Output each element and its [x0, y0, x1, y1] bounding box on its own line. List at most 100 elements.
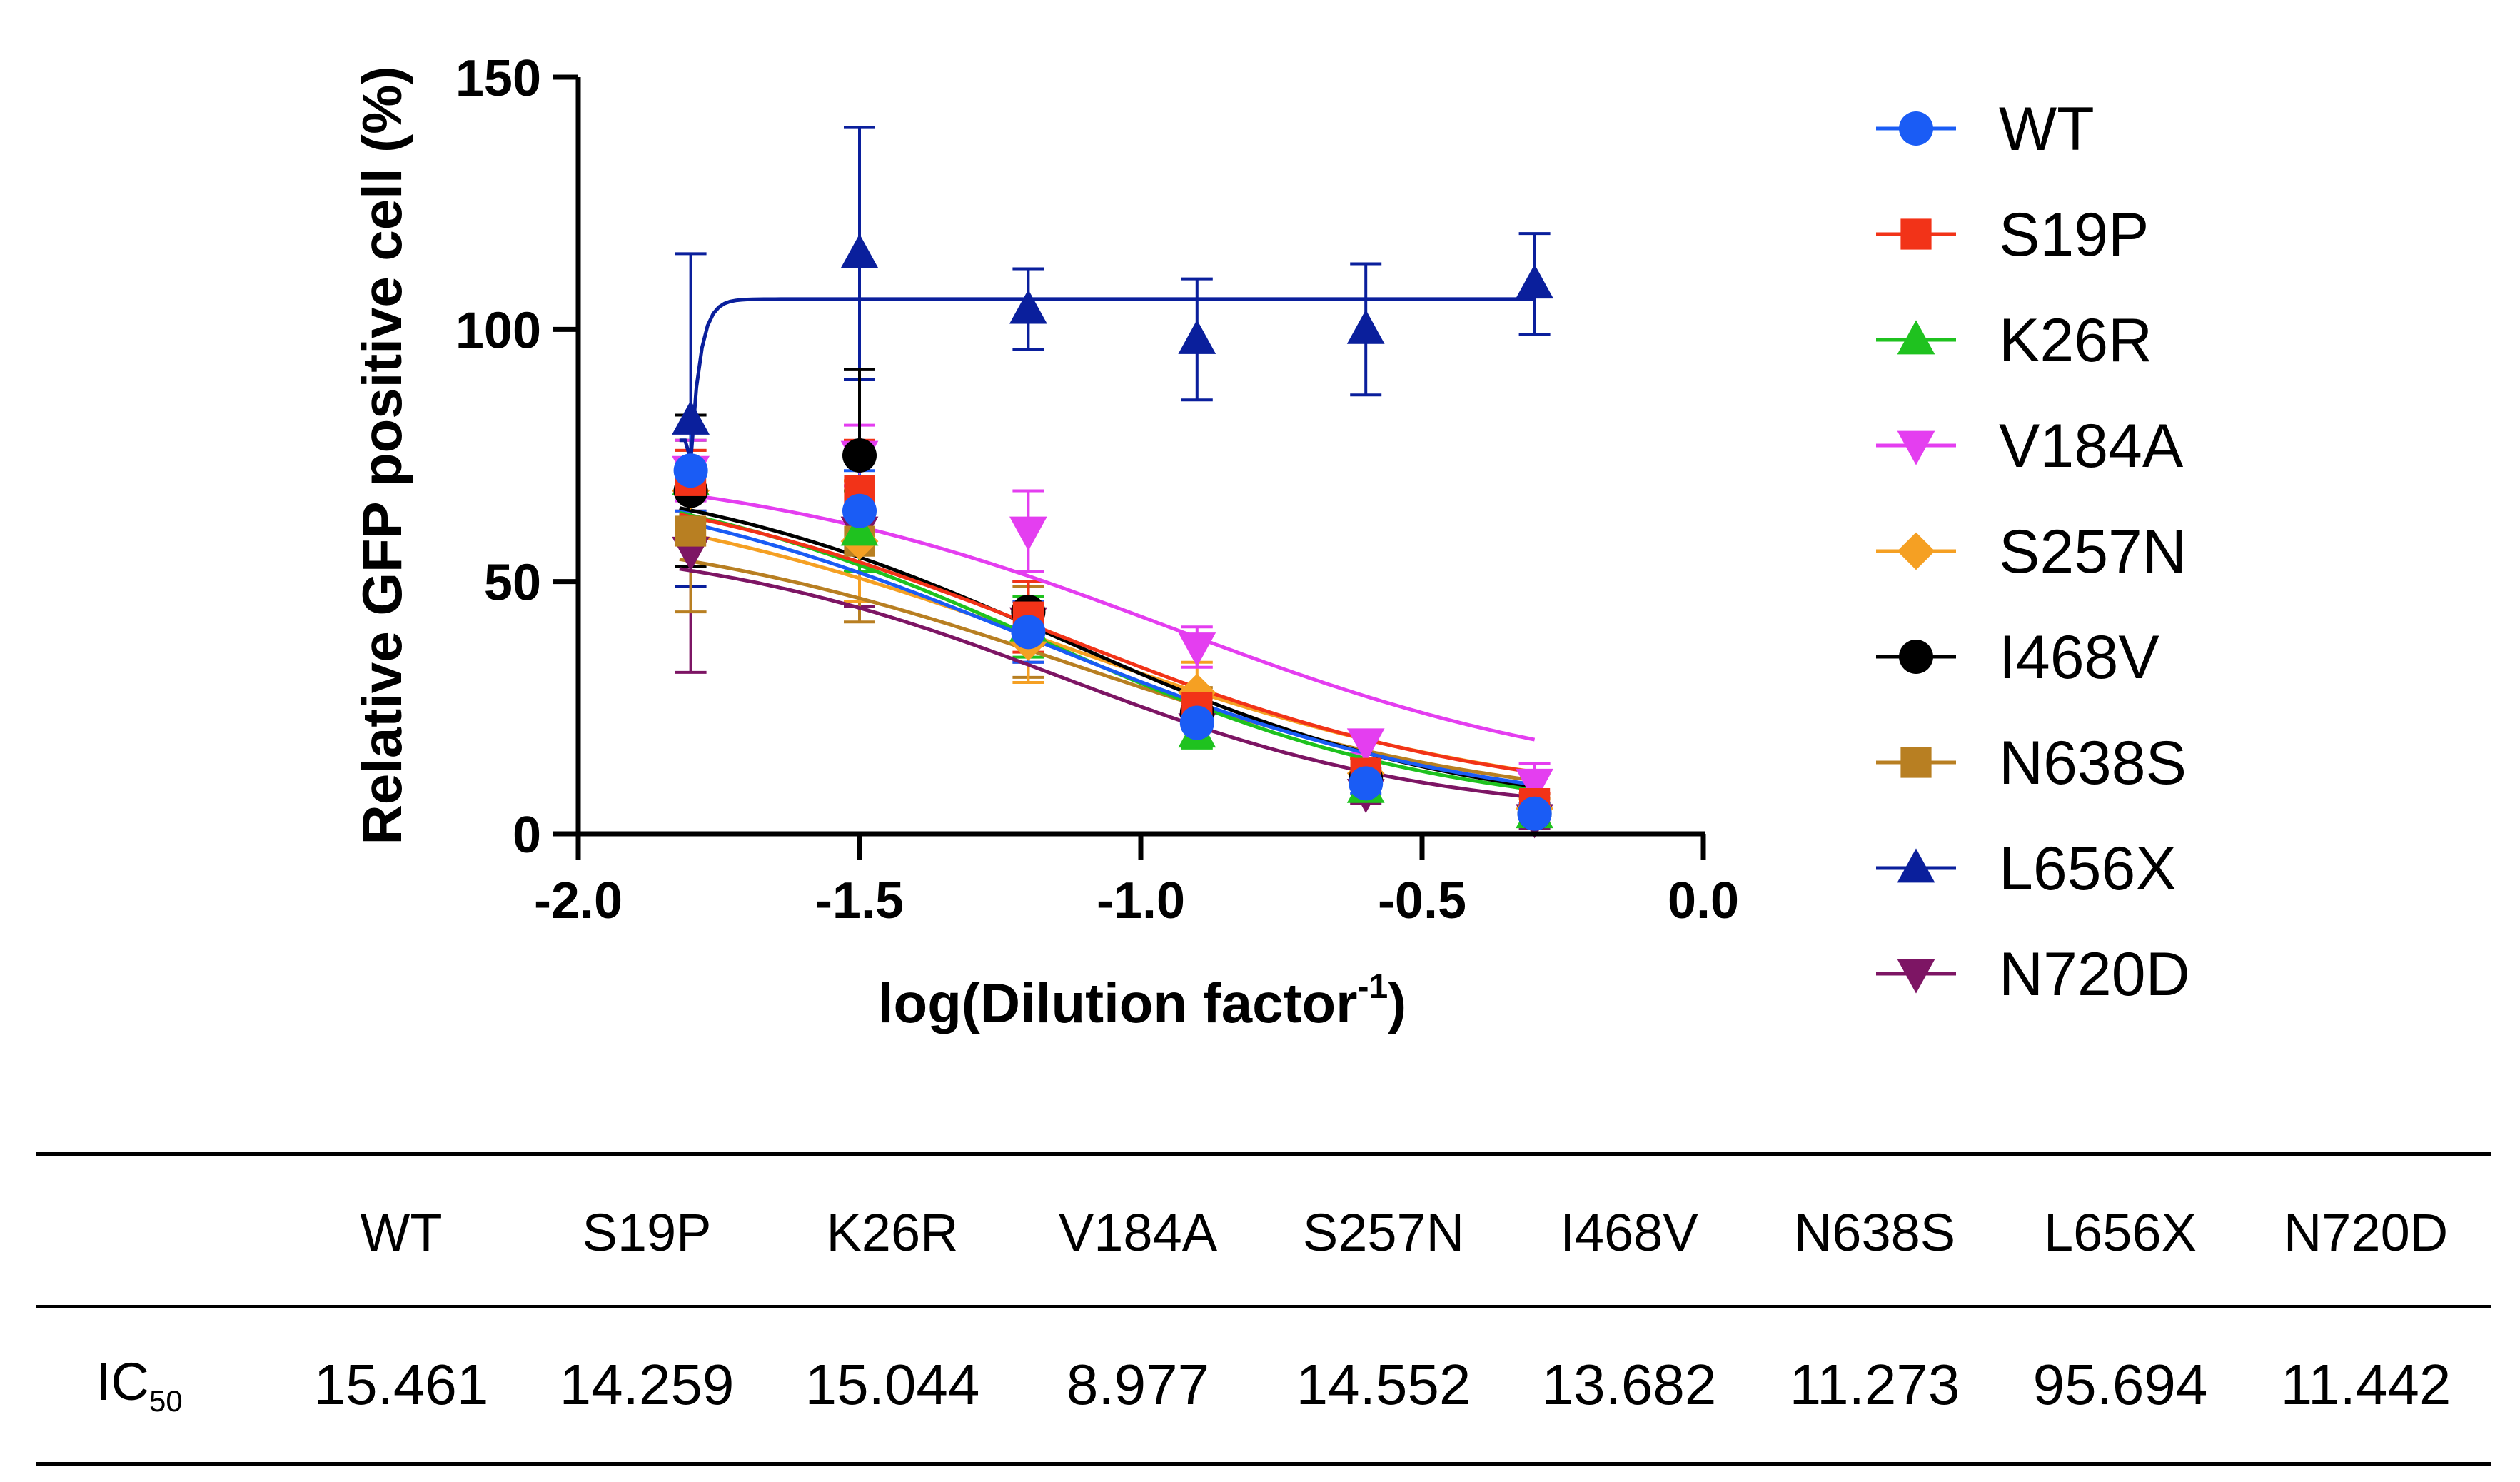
legend-marker-k26r: [1897, 320, 1935, 355]
data-point-wt: [1349, 766, 1384, 801]
table-header-i468v: I468V: [1560, 1202, 1698, 1262]
dose-response-chart: 0 50 100 150 -2.0 -1.5 -1.0 -0.5 0.0 Relative G…: [351, 50, 2190, 1034]
legend-label: WT: [1999, 95, 2095, 163]
legend-item-s257n: S257N: [1876, 518, 2187, 586]
y-axis-title: Relative GFP positive cell (%): [351, 66, 413, 845]
data-point-l656x: [1516, 264, 1553, 299]
legend-label: S19P: [1999, 201, 2149, 269]
ic50-label-sub: 50: [149, 1383, 183, 1418]
table-bottom-rule: [36, 1462, 2491, 1466]
ic50-value-n720d: 11.442: [2280, 1353, 2451, 1416]
ic50-value-v184a: 8.977: [1066, 1353, 1210, 1416]
data-point-l656x: [840, 233, 879, 268]
data-point-v184a: [1178, 632, 1216, 667]
data-point-i468v: [842, 438, 877, 473]
y-ticks: 0 50 100 150: [455, 50, 578, 864]
legend-item-n720d: N720D: [1876, 940, 2190, 1009]
table-top-rule: [36, 1152, 2491, 1156]
fit-curve-n638s: [679, 557, 1535, 782]
ic50-value-s257n: 14.552: [1296, 1353, 1471, 1416]
ic50-label-text: IC: [96, 1352, 149, 1412]
ic50-value-i468v: 13.682: [1541, 1353, 1717, 1416]
legend-label: S257N: [1999, 518, 2187, 586]
fit-curve-s257n: [679, 530, 1535, 774]
data-point-wt: [673, 453, 708, 488]
ic50-value-l656x: 95.694: [2032, 1353, 2208, 1416]
fit-curve-l656x: [679, 297, 1535, 461]
fit-curve-n720d: [679, 567, 1535, 800]
table-header-wt: WT: [360, 1202, 443, 1262]
legend-label: N638S: [1999, 729, 2187, 797]
axes: 0 50 100 150 -2.0 -1.5 -1.0 -0.5 0.0: [455, 50, 1739, 929]
legend: WT S19P K26R V184A S257N I468V N638S L656X N720D: [1876, 95, 2190, 1009]
ic50-value-n638s: 11.273: [1789, 1353, 1960, 1416]
x-axis-title: log(Dilution factor-1): [878, 968, 1406, 1034]
legend-label: L656X: [1999, 835, 2177, 903]
legend-marker-n720d: [1897, 959, 1935, 994]
legend-marker-l656x: [1897, 848, 1935, 883]
data-point-v184a: [1009, 516, 1047, 551]
legend-label: V184A: [1999, 412, 2184, 480]
data-point-n638s: [675, 515, 707, 547]
table-header-k26r: K26R: [826, 1202, 959, 1262]
y-tick-label: 0: [513, 807, 541, 864]
data-markers: [672, 233, 1553, 839]
ic50-value-s19p: 14.259: [559, 1353, 735, 1416]
legend-marker-s19p: [1900, 218, 1932, 250]
x-tick-label: 0.0: [1668, 872, 1739, 929]
data-point-l656x: [1346, 309, 1385, 344]
data-point-wt: [1011, 615, 1046, 650]
legend-item-k26r: K26R: [1876, 306, 2152, 375]
legend-marker-n638s: [1900, 747, 1932, 778]
legend-label: N720D: [1999, 940, 2190, 1009]
y-tick-label: 50: [484, 555, 541, 612]
ic50-row-label: IC50: [36, 1351, 278, 1418]
fit-curve-wt: [679, 519, 1535, 787]
data-point-l656x: [1009, 289, 1047, 324]
data-point-wt: [1517, 796, 1552, 831]
table-values-row: IC50 15.461 14.259 15.044 8.977 14.552 13.682…: [36, 1308, 2491, 1462]
legend-item-wt: WT: [1876, 95, 2095, 163]
x-ticks: -2.0 -1.5 -1.0 -0.5 0.0: [534, 834, 1739, 929]
table-header-l656x: L656X: [2044, 1202, 2197, 1262]
legend-marker-wt: [1899, 111, 1933, 146]
legend-marker-v184a: [1897, 430, 1935, 465]
x-tick-label: -1.0: [1097, 872, 1185, 929]
fit-curves: [679, 297, 1536, 800]
data-point-l656x: [672, 400, 710, 435]
legend-item-v184a: V184A: [1876, 412, 2184, 480]
table-header-s257n: S257N: [1302, 1202, 1465, 1262]
data-point-l656x: [1178, 319, 1216, 354]
legend-item-n638s: N638S: [1876, 729, 2187, 797]
legend-label: K26R: [1999, 306, 2152, 375]
legend-label: I468V: [1999, 623, 2159, 692]
ic50-value-wt: 15.461: [313, 1353, 489, 1416]
table-header-rule: [36, 1305, 2491, 1308]
x-axis-title-sup: -1: [1357, 968, 1388, 1006]
legend-item-s19p: S19P: [1876, 201, 2149, 269]
x-tick-label: -2.0: [534, 872, 623, 929]
fit-curve-v184a: [679, 491, 1536, 742]
table-header-n720d: N720D: [2283, 1202, 2449, 1262]
legend-item-i468v: I468V: [1876, 623, 2159, 692]
x-tick-label: -0.5: [1378, 872, 1466, 929]
data-point-wt: [842, 493, 877, 528]
y-tick-label: 150: [455, 50, 541, 107]
x-axis-title-main: log(Dilution factor: [878, 972, 1358, 1034]
x-tick-label: -1.5: [815, 872, 904, 929]
data-point-v184a: [1516, 768, 1553, 803]
legend-marker-i468v: [1899, 640, 1933, 674]
data-point-wt: [1179, 705, 1214, 740]
data-point-k26r: [840, 511, 879, 546]
plot-area: [672, 126, 1553, 839]
x-axis-title-close: ): [1388, 972, 1406, 1034]
fit-curve-s19p: [679, 513, 1535, 775]
table-header-s19p: S19P: [582, 1202, 712, 1262]
table-header-row: WT S19P K26R V184A S257N I468V N638S L656X N720D: [36, 1159, 2491, 1305]
table-header-n638s: N638S: [1793, 1202, 1956, 1262]
fit-curve-i468v: [679, 506, 1535, 789]
table-header-v184a: V184A: [1058, 1202, 1218, 1262]
legend-item-l656x: L656X: [1876, 835, 2177, 903]
data-point-v184a: [1346, 728, 1385, 763]
legend-marker-s257n: [1897, 532, 1935, 570]
